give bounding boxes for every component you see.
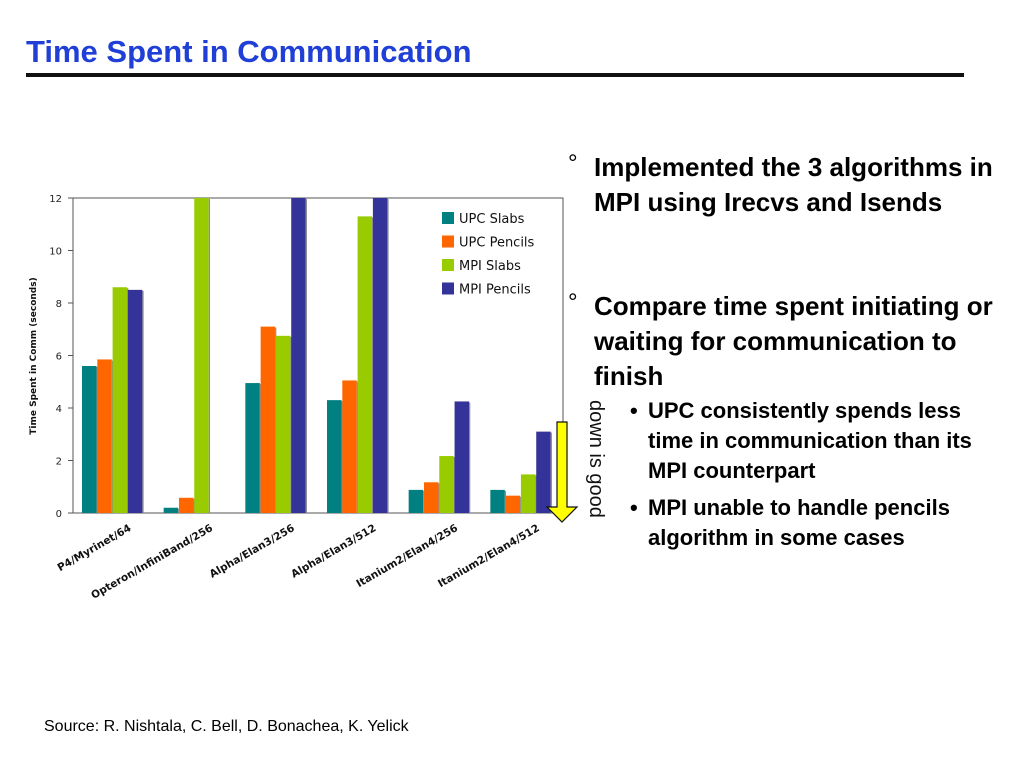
bar-3-6 — [520, 474, 536, 513]
legend-swatch — [442, 282, 454, 295]
legend-swatch — [442, 235, 454, 248]
bar-4-5 — [454, 401, 470, 513]
dot-bullet-icon: • — [630, 495, 638, 520]
sub-bullet-list: • UPC consistently spends less time in c… — [560, 396, 1010, 553]
y-tick-label: 0 — [56, 509, 62, 520]
chart-legend: UPC Slabs UPC Pencils MPI Slabs MPI Pencils — [442, 212, 535, 298]
bar-1-2 — [163, 507, 179, 513]
degree-bullet-icon: ° — [568, 289, 578, 316]
down-is-good-label: down is good — [585, 400, 607, 518]
x-tick-label: Alpha/Elan3/256 — [208, 522, 297, 580]
dot-bullet-icon: • — [630, 398, 638, 423]
bar-4-4 — [372, 198, 388, 513]
bar-1-5 — [408, 489, 424, 513]
degree-bullet-icon: ° — [568, 150, 578, 177]
bar-3-3 — [275, 335, 291, 513]
legend-label: MPI Slabs — [459, 259, 521, 274]
bar-2-6 — [505, 495, 521, 513]
sub-bullet-text: MPI unable to handle pencils algorithm i… — [648, 495, 950, 550]
bar-2-2 — [178, 497, 194, 513]
bar-4-3 — [291, 198, 306, 513]
bullet-implemented: ° Implemented the 3 algorithms in MPI us… — [560, 150, 1010, 220]
y-axis-label: Time Spent in Comm (seconds) — [29, 277, 39, 434]
source-citation: Source: R. Nishtala, C. Bell, D. Bonache… — [44, 718, 409, 735]
legend-label: UPC Slabs — [459, 212, 525, 227]
x-tick-label: Alpha/Elan3/512 — [289, 522, 378, 580]
bar-1-4 — [327, 400, 342, 513]
bullet-text: Implemented the 3 algorithms in MPI usin… — [594, 152, 993, 217]
sub-bullet-upc: • UPC consistently spends less time in c… — [560, 396, 1010, 486]
bar-2-1 — [97, 359, 112, 513]
bar-2-5 — [423, 482, 439, 513]
bar-2-4 — [342, 380, 357, 513]
bar-1-3 — [245, 383, 260, 513]
bar-4-6 — [536, 431, 551, 513]
y-tick-label: 2 — [56, 457, 62, 468]
bar-1-6 — [490, 489, 505, 513]
bullet-list: ° Implemented the 3 algorithms in MPI us… — [560, 150, 1010, 560]
bar-2-3 — [260, 326, 276, 513]
bar-1-1 — [82, 366, 97, 513]
legend-swatch — [442, 212, 454, 224]
bar-3-1 — [112, 287, 128, 513]
bar-3-2 — [194, 198, 209, 513]
bar-3-5 — [439, 456, 454, 513]
y-tick-label: 4 — [56, 404, 62, 415]
y-tick-label: 6 — [56, 352, 62, 363]
x-tick-label: P4/Myrinet/64 — [55, 522, 133, 574]
down-arrow-icon — [545, 421, 579, 523]
sub-bullet-mpi: • MPI unable to handle pencils algorithm… — [560, 493, 1010, 553]
bar-4-1 — [127, 289, 143, 513]
y-tick-label: 10 — [49, 247, 62, 258]
y-tick-label: 8 — [56, 299, 62, 310]
bullet-text: Compare time spent initiating or waiting… — [594, 291, 993, 391]
legend-label: MPI Pencils — [459, 283, 531, 298]
legend-swatch — [442, 259, 454, 271]
legend-label: UPC Pencils — [459, 236, 535, 251]
down-is-good-annotation: down is good — [545, 400, 607, 523]
bar-3-4 — [357, 216, 373, 513]
title-divider — [26, 73, 964, 77]
sub-bullet-text: UPC consistently spends less time in com… — [648, 398, 972, 483]
bullet-compare: ° Compare time spent initiating or waiti… — [560, 289, 1010, 394]
y-tick-label: 12 — [49, 194, 62, 205]
slide-title: Time Spent in Communication — [26, 34, 472, 69]
